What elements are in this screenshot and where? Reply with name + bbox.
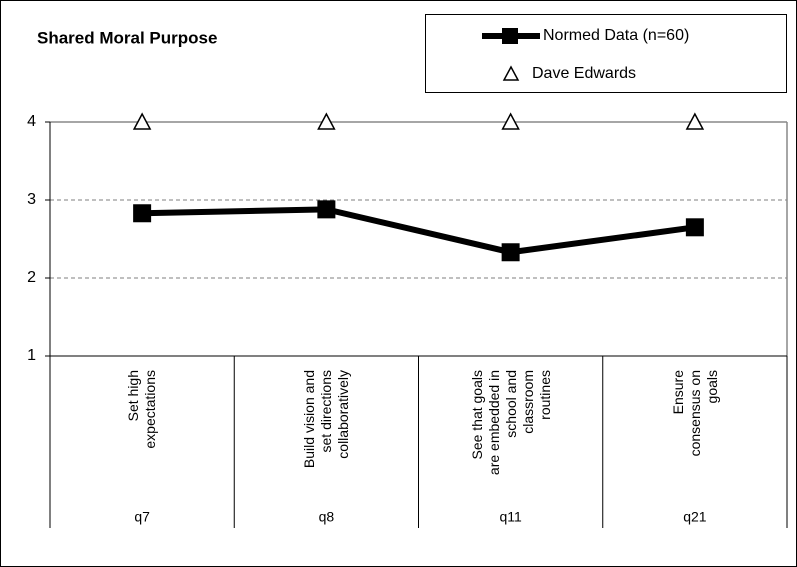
marker bbox=[133, 204, 152, 223]
category-code: q8 bbox=[319, 509, 335, 525]
legend-marker bbox=[502, 65, 520, 81]
x-tick-label: Build vision and set directions collabor… bbox=[300, 370, 351, 469]
marker bbox=[132, 112, 152, 130]
series-line bbox=[142, 206, 696, 256]
y-tick-label: 1 bbox=[27, 347, 36, 364]
y-tick-label: 2 bbox=[27, 269, 36, 286]
legend-marker bbox=[502, 28, 518, 44]
marker bbox=[317, 200, 336, 219]
category-code: q21 bbox=[683, 509, 707, 525]
marker bbox=[501, 112, 520, 130]
y-tick-label: 3 bbox=[27, 191, 36, 208]
x-tick-label: See that goals are embedded in school an… bbox=[468, 370, 553, 476]
marker bbox=[685, 218, 704, 237]
chart-title: Shared Moral Purpose bbox=[37, 28, 217, 47]
marker bbox=[685, 112, 705, 130]
marker bbox=[501, 243, 520, 262]
x-tick-label: Set high expectations bbox=[125, 370, 159, 449]
legend-box bbox=[425, 14, 787, 93]
x-tick-label: Ensure consensus on goals bbox=[669, 370, 720, 457]
category-code: q7 bbox=[134, 509, 150, 525]
legend-label: Normed Data (n=60) bbox=[543, 27, 689, 44]
legend-label: Dave Edwards bbox=[532, 65, 636, 82]
y-tick-label: 4 bbox=[27, 113, 36, 130]
category-code: q11 bbox=[499, 509, 522, 525]
marker bbox=[317, 112, 336, 130]
